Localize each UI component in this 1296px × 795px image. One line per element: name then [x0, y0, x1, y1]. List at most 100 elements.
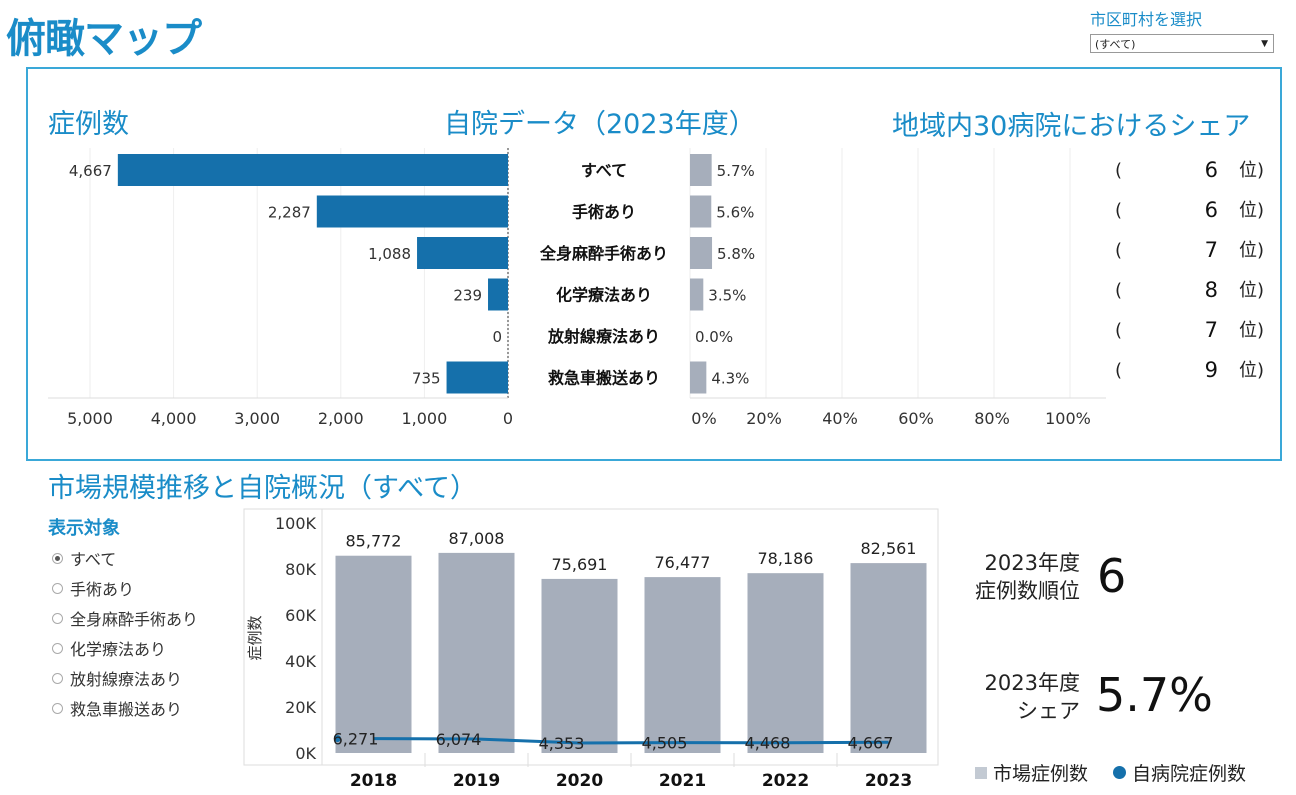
- market-bar: [644, 577, 721, 753]
- share-axis-tick: 60%: [898, 409, 934, 428]
- cases-bar: [316, 195, 508, 228]
- category-label: 化学療法あり: [556, 286, 652, 305]
- cases-bar: [117, 154, 508, 186]
- own-cases-label: 6,074: [436, 730, 482, 749]
- share-axis-tick: 80%: [974, 409, 1010, 428]
- x-axis-tick: 2019: [453, 771, 500, 791]
- rank-open-paren: (: [1115, 320, 1122, 341]
- municipality-selector-label: 市区町村を選択: [1090, 10, 1203, 29]
- rank-value: 7: [1205, 318, 1218, 342]
- filter-option[interactable]: 化学療法あり: [52, 633, 198, 663]
- share-bar-label: 5.6%: [716, 204, 754, 222]
- municipality-select[interactable]: (すべて) ▼: [1090, 34, 1274, 53]
- market-bar-label: 76,477: [655, 553, 711, 572]
- filter-option-label: 手術あり: [70, 580, 135, 599]
- filter-option[interactable]: 放射線療法あり: [52, 663, 198, 693]
- share-bar: [690, 195, 712, 228]
- filter-option[interactable]: 手術あり: [52, 573, 198, 603]
- cases-axis-tick: 0: [503, 409, 513, 428]
- summary-panel: [26, 67, 1282, 461]
- rank-open-paren: (: [1115, 160, 1122, 181]
- market-bar: [747, 573, 824, 753]
- y-axis-tick: 80K: [285, 560, 316, 579]
- legend-market-swatch: [975, 766, 987, 779]
- legend-market-label: 市場症例数: [993, 763, 1089, 785]
- y-axis-tick: 100K: [275, 514, 317, 533]
- x-axis-tick: 2023: [865, 771, 912, 791]
- filter-option-label: すべて: [70, 550, 117, 569]
- municipality-select-value: (すべて): [1095, 38, 1136, 51]
- cases-bar-label: 0: [492, 328, 502, 346]
- filter-option[interactable]: すべて: [52, 543, 198, 573]
- y-axis-tick: 20K: [285, 698, 316, 717]
- rank-unit: 位): [1239, 360, 1264, 381]
- rank-unit: 位): [1239, 200, 1264, 221]
- market-bar-label: 82,561: [861, 539, 917, 558]
- filter-title: 表示対象: [48, 518, 120, 539]
- rank-unit: 位): [1239, 160, 1264, 181]
- filter-option[interactable]: 全身麻酔手術あり: [52, 603, 198, 633]
- own-cases-line: [373, 737, 889, 745]
- radio-icon[interactable]: [52, 612, 63, 624]
- filter-radio-group: すべて手術あり全身麻酔手術あり化学療法あり 放射線療法あり救急車搬送あり: [52, 543, 198, 723]
- rank-open-paren: (: [1115, 200, 1122, 221]
- y-axis-label: 症例数: [246, 615, 264, 660]
- radio-icon[interactable]: [52, 702, 63, 714]
- share-bar: [690, 278, 704, 311]
- kpi-share-label: 2023年度 シェア: [940, 669, 1080, 725]
- share-bar-label: 4.3%: [711, 370, 749, 388]
- rank-value: 7: [1205, 238, 1218, 262]
- market-bar: [541, 578, 618, 753]
- cases-axis-tick: 4,000: [151, 409, 197, 428]
- radio-icon[interactable]: [52, 552, 63, 564]
- rank-open-paren: (: [1115, 360, 1122, 381]
- rank-open-paren: (: [1115, 280, 1122, 301]
- cases-bar-label: 735: [412, 370, 441, 388]
- x-axis-tick: 2022: [762, 771, 809, 791]
- y-axis-tick: 60K: [285, 606, 316, 625]
- rank-value: 6: [1205, 158, 1218, 182]
- market-bar: [438, 552, 515, 753]
- share-bar-label: 3.5%: [708, 287, 746, 305]
- legend-own: 自病院症例数: [1113, 759, 1246, 786]
- kpi-share-label-text: シェア: [1017, 699, 1080, 723]
- x-axis-tick: 2020: [556, 771, 603, 791]
- own-data-title: 自院データ（2023年度）: [444, 109, 756, 140]
- radio-icon[interactable]: [52, 582, 63, 594]
- radio-icon[interactable]: [52, 642, 63, 654]
- filter-option[interactable]: 救急車搬送あり: [52, 693, 198, 723]
- x-axis-tick: 2021: [659, 771, 706, 791]
- y-axis-tick: 0K: [295, 744, 316, 763]
- filter-option-label: 救急車搬送あり: [70, 700, 183, 719]
- category-label: 全身麻酔手術あり: [539, 244, 668, 263]
- filter-option-label: 全身麻酔手術あり: [70, 610, 199, 629]
- cases-bar-label: 239: [453, 287, 482, 305]
- market-bar: [335, 555, 412, 753]
- cases-axis-tick: 5,000: [67, 409, 113, 428]
- cases-axis-tick: 1,000: [401, 409, 447, 428]
- legend-own-swatch: [1113, 766, 1126, 779]
- own-cases-label: 4,505: [642, 734, 688, 753]
- kpi-rank-label: 2023年度 症例数順位: [940, 549, 1080, 605]
- cases-bar: [488, 278, 508, 311]
- cases-axis-tick: 3,000: [234, 409, 280, 428]
- category-label: 放射線療法あり: [547, 327, 660, 346]
- rank-value: 6: [1205, 198, 1218, 222]
- cases-bar-label: 4,667: [69, 162, 112, 180]
- category-label: すべて: [581, 161, 627, 180]
- top-chart: 4,667 すべて 5.7% (6 位) 2,287 手術あり 5.6% (6 位) 1,088 全身…: [48, 148, 1264, 428]
- rank-unit: 位): [1239, 280, 1264, 301]
- legend-market: 市場症例数: [975, 759, 1088, 786]
- radio-icon[interactable]: [52, 672, 63, 684]
- share-bar: [690, 154, 712, 186]
- chart-frame: [243, 508, 939, 766]
- rank-open-paren: (: [1115, 240, 1122, 261]
- rank-value: 9: [1205, 358, 1218, 382]
- chevron-down-icon: ▼: [1261, 39, 1268, 49]
- page-title: 俯瞰マップ: [6, 16, 202, 62]
- share-title: 地域内30病院におけるシェア: [892, 111, 1251, 142]
- market-bar-label: 85,772: [346, 532, 402, 551]
- share-bar-label: 0.0%: [695, 328, 733, 346]
- category-label: 救急車搬送あり: [548, 369, 660, 388]
- market-bar-label: 78,186: [758, 549, 814, 568]
